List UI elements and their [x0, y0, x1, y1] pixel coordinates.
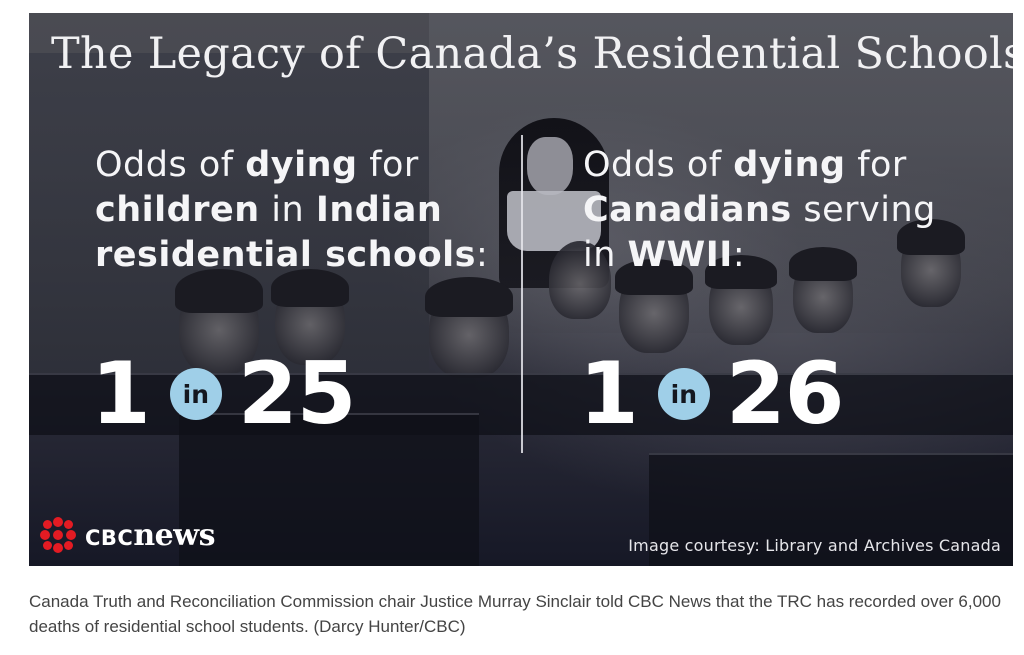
- student-hair: [175, 269, 263, 313]
- student-hair: [789, 247, 857, 281]
- student-hair: [705, 255, 777, 289]
- image-credit: Image courtesy: Library and Archives Can…: [628, 536, 1001, 555]
- cbc-news-wordmark: CBCnews: [85, 517, 215, 553]
- stat-right: 1 in 26: [579, 344, 845, 444]
- stat-left-numerator: 1: [91, 344, 151, 444]
- stat-right-numerator: 1: [579, 344, 639, 444]
- odds-right-text: Odds of dying for Canadians serving in W…: [583, 145, 936, 275]
- desk-row: [179, 413, 479, 566]
- cbc-gem-icon: [39, 516, 77, 554]
- stat-right-denominator: 26: [725, 344, 845, 444]
- infographic-image: The Legacy of Canada’s Residential Schoo…: [29, 13, 1013, 566]
- image-caption: Canada Truth and Reconciliation Commissi…: [29, 592, 1001, 636]
- student-hair: [897, 219, 965, 255]
- in-badge: in: [169, 368, 222, 420]
- nun-face: [527, 137, 573, 195]
- stat-left-denominator: 25: [237, 344, 357, 444]
- cbc-news-logo: CBCnews: [39, 516, 215, 554]
- student-figure: [549, 241, 611, 319]
- student-hair: [271, 269, 349, 307]
- stat-left: 1 in 25: [91, 344, 357, 444]
- student-hair: [615, 259, 693, 295]
- infographic-title: The Legacy of Canada’s Residential Schoo…: [51, 29, 1013, 79]
- student-hair: [425, 277, 513, 317]
- in-badge: in: [657, 368, 710, 420]
- desk-row: [649, 453, 1013, 566]
- odds-left-text: Odds of dying for children in Indian res…: [95, 145, 489, 275]
- panel-divider: [521, 135, 523, 453]
